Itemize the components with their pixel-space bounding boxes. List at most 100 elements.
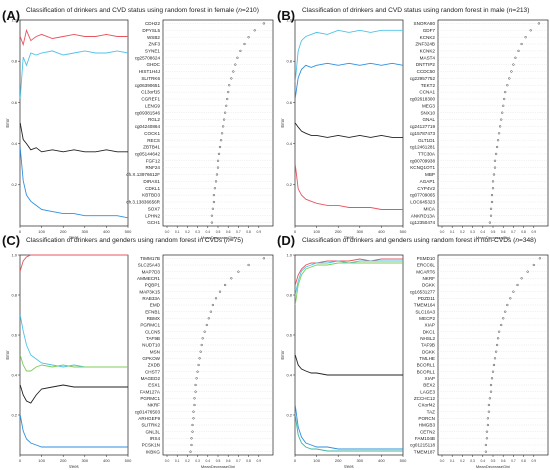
y-tick-label: 0.8 [11, 292, 17, 297]
importance-point [526, 270, 529, 273]
importance-label: CCDC50 [417, 69, 436, 74]
importance-point [211, 303, 215, 307]
importance-point [201, 337, 204, 340]
x-tick-label: 400 [378, 229, 385, 234]
x-tick-label: 0.7 [511, 230, 516, 234]
importance-point [214, 297, 218, 300]
error-plot-d: 0 100 200 300 400 500 0.2 0.4 0.6 0.8 1.0 trees Erro… [280, 252, 407, 469]
x-tick-label: 500 [400, 458, 407, 463]
x-tick-label: 0.0 [440, 230, 445, 234]
importance-label: NKRF [147, 403, 160, 408]
importance-label: DNTTIP2 [416, 62, 436, 67]
importance-label: EMD [150, 303, 161, 308]
importance-label: FGF12 [146, 158, 161, 163]
x-tick-label: 0.4 [206, 230, 211, 234]
importance-label: TAF9B [421, 343, 435, 348]
importance-label: TAF9B [146, 336, 160, 341]
importance-point [211, 207, 215, 210]
importance-point [216, 166, 220, 169]
x-tick-label: 300 [81, 458, 88, 463]
importance-label: SNX10 [420, 110, 435, 115]
x-tick-label: 100 [313, 458, 320, 463]
x-tick-label: 0.7 [511, 459, 516, 463]
importance-point [485, 437, 489, 440]
importance-point [195, 377, 198, 380]
importance-label: SYNE1 [145, 49, 161, 54]
importance-label: PGRMC1 [140, 323, 160, 328]
importance-point [189, 450, 192, 453]
importance-point [192, 417, 195, 420]
importance-label: NKRF [422, 276, 435, 281]
x-tick-label: 100 [38, 458, 45, 463]
importance-label: ZXDB [148, 363, 160, 368]
importance-label: GNL3L [145, 429, 160, 434]
error-series-line [19, 314, 128, 368]
importance-label: cg16531277 [410, 289, 436, 294]
importance-label: MAP7D3 [142, 269, 161, 274]
x-axis-label: MeanDecreaseGini [201, 464, 235, 469]
importance-point [497, 132, 501, 135]
importance-label: SLC10A3 [415, 309, 435, 314]
importance-label: TIMM17B [140, 256, 160, 261]
x-tick-label: 200 [335, 458, 342, 463]
x-tick-label: 0.9 [257, 459, 262, 463]
x-tick-label: 0.2 [460, 230, 465, 234]
x-tick-label: 0.0 [165, 230, 170, 234]
importance-label: SOX7 [148, 206, 161, 211]
importance-label: SLC25A43 [138, 263, 161, 268]
x-tick-label: 0.3 [470, 230, 475, 234]
importance-label: cg04240864 [135, 124, 161, 129]
importance-point [197, 363, 200, 367]
y-tick-label: 1.0 [11, 252, 17, 257]
importance-point [190, 437, 193, 440]
importance-label: WSB2 [147, 35, 160, 40]
y-tick-label: 0.6 [286, 100, 292, 105]
error-series-line [294, 164, 403, 210]
importance-point [226, 97, 229, 101]
importance-label: MBP [425, 172, 435, 177]
importance-label: TTC30A [418, 152, 436, 157]
error-series-line [294, 62, 404, 99]
importance-point [223, 283, 227, 287]
panel-d-title: Classification of drinkers and genders u… [302, 237, 536, 244]
importance-point [212, 193, 216, 197]
importance-label: KCNK2 [420, 49, 436, 54]
importance-label: MECP2 [419, 316, 435, 321]
importance-point [193, 397, 196, 400]
importance-label: cg09381546 [135, 110, 161, 115]
x-tick-label: 0.5 [216, 230, 221, 234]
x-tick-label: 0.8 [521, 459, 526, 463]
importance-label: PSMD10 [417, 256, 436, 261]
importance-point [193, 403, 196, 407]
x-tick-label: 200 [60, 229, 67, 234]
x-tick-label: 500 [400, 229, 407, 234]
importance-plot-d: PSMD10ERCC6LMCART6NKRFDGKKcg16531277PDZD… [410, 254, 549, 469]
importance-label: CHST7 [145, 369, 161, 374]
importance-point [212, 200, 216, 204]
importance-label: MAP3K15 [139, 289, 160, 294]
importance-label: FAM127A [140, 389, 161, 394]
importance-point [223, 111, 227, 114]
importance-point [487, 403, 491, 407]
importance-label: RECS [147, 138, 160, 143]
importance-point [492, 363, 496, 367]
importance-label: GLT1D1 [418, 138, 435, 143]
error-series-line [294, 414, 403, 452]
x-tick-label: 0.6 [501, 459, 506, 463]
importance-point [491, 187, 495, 190]
error-plot-a: 0 100 200 300 400 500 0.2 0.4 0.6 0.8 1.0 trees Erro… [5, 17, 132, 240]
importance-plot-b: SNORA80GDF7KCNK2ZNF324BKCNK2MAST4DNTTIP2… [410, 19, 549, 240]
x-tick-label: 0.7 [236, 230, 241, 234]
importance-point [495, 343, 499, 347]
importance-point [498, 125, 502, 128]
importance-point [232, 70, 235, 73]
panel-b: (B) Classification of drinkers and CVD s… [277, 7, 529, 23]
x-tick-label: 0.9 [532, 230, 537, 234]
x-tick-label: 0.8 [246, 230, 251, 234]
importance-label: cg24127719 [410, 124, 436, 129]
importance-point [489, 207, 493, 210]
importance-label: cg05144642 [135, 152, 161, 157]
x-tick-label: 0.6 [226, 459, 231, 463]
importance-label: ARHGEF9 [138, 416, 160, 421]
